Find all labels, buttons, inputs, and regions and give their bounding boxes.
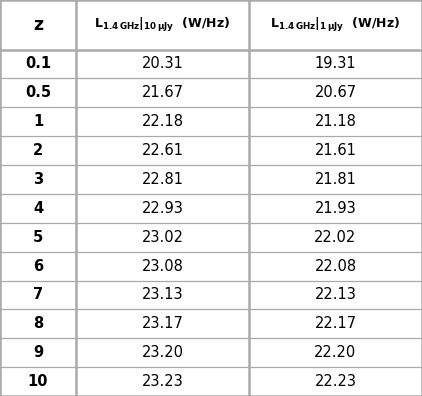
Text: 21.81: 21.81 [314,172,357,187]
Text: 19.31: 19.31 [315,57,356,71]
Text: 1: 1 [33,114,43,129]
Text: 5: 5 [33,230,43,245]
Text: 23.17: 23.17 [141,316,184,331]
Text: 21.67: 21.67 [141,85,184,100]
Text: 9: 9 [33,345,43,360]
Text: 0.5: 0.5 [25,85,51,100]
Text: 23.08: 23.08 [141,259,184,274]
Text: z: z [33,16,43,34]
Text: 20.67: 20.67 [314,85,357,100]
Text: 22.81: 22.81 [141,172,184,187]
Text: 22.20: 22.20 [314,345,357,360]
Text: 8: 8 [33,316,43,331]
Text: 22.13: 22.13 [314,287,357,303]
Text: 22.17: 22.17 [314,316,357,331]
Text: 6: 6 [33,259,43,274]
Text: 22.61: 22.61 [141,143,184,158]
Text: 7: 7 [33,287,43,303]
Text: 23.13: 23.13 [142,287,183,303]
Text: 21.61: 21.61 [314,143,357,158]
Text: 23.20: 23.20 [141,345,184,360]
Text: 10: 10 [28,374,48,389]
Text: $\mathbf{L_{1.4\,GHz}|_{10\,\mu Jy}}$  (W/Hz): $\mathbf{L_{1.4\,GHz}|_{10\,\mu Jy}}$ (W… [95,16,230,34]
Text: $\mathbf{L_{1.4\,GHz}|_{1\,\mu Jy}}$  (W/Hz): $\mathbf{L_{1.4\,GHz}|_{1\,\mu Jy}}$ (W/… [271,16,400,34]
Text: 22.18: 22.18 [141,114,184,129]
Text: 3: 3 [33,172,43,187]
Text: 20.31: 20.31 [141,57,184,71]
Text: 21.93: 21.93 [315,201,356,216]
Text: 22.93: 22.93 [141,201,184,216]
Text: 22.02: 22.02 [314,230,357,245]
Text: 2: 2 [33,143,43,158]
Text: 23.23: 23.23 [142,374,183,389]
Text: 4: 4 [33,201,43,216]
Text: 0.1: 0.1 [25,57,51,71]
Text: 23.02: 23.02 [141,230,184,245]
Text: 21.18: 21.18 [314,114,357,129]
Text: 22.23: 22.23 [314,374,357,389]
Text: 22.08: 22.08 [314,259,357,274]
